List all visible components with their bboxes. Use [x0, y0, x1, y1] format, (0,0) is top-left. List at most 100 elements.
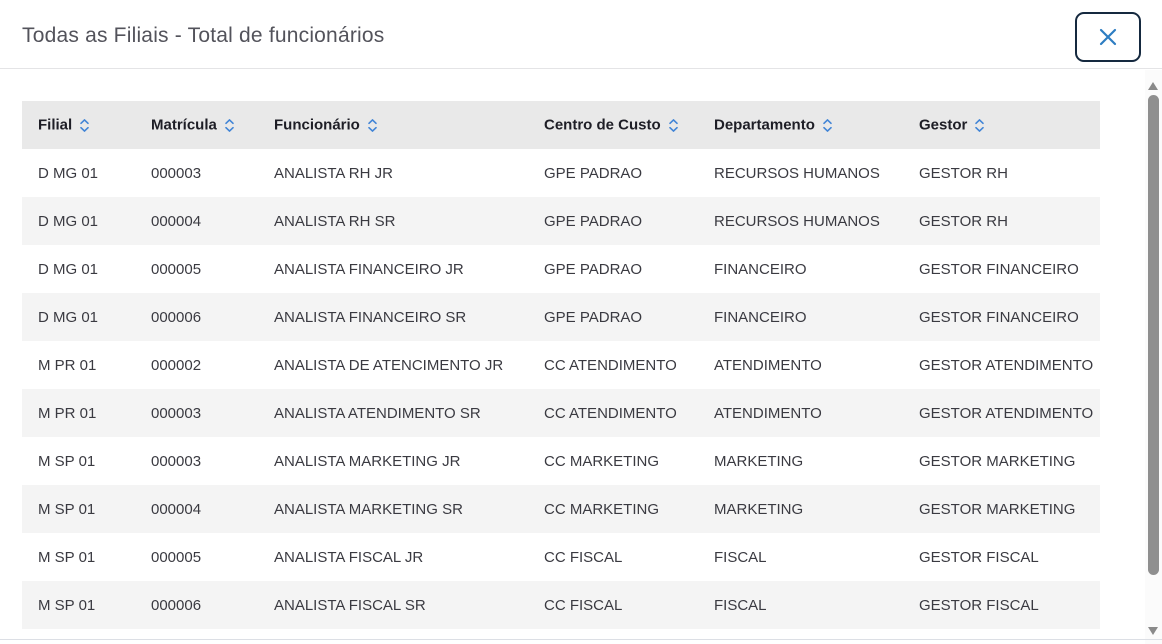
cell-gestor: GESTOR FISCAL — [919, 596, 1039, 614]
cell-matricula: 000003 — [151, 404, 202, 422]
modal-header: Todas as Filiais - Total de funcionários — [0, 0, 1162, 68]
cell-centro-de-custo: CC ATENDIMENTO — [544, 404, 677, 422]
scroll-up-arrow-icon[interactable] — [1148, 82, 1158, 90]
column-header-matricula[interactable]: Matrícula — [135, 101, 258, 149]
cell-centro-de-custo: CC MARKETING — [544, 452, 660, 470]
cell-matricula: 000003 — [151, 452, 202, 470]
scroll-down-arrow-icon[interactable] — [1148, 627, 1158, 635]
cell-filial: D MG 01 — [38, 164, 99, 182]
cell-matricula: 000004 — [151, 500, 202, 518]
table-scroll-area: Filial Matrícula Funcionário Centro de Cust… — [0, 69, 1145, 639]
table-row: D MG 01 000003 ANALISTA RH JR GPE PADRAO REC… — [22, 149, 1100, 197]
cell-gestor: GESTOR RH — [919, 212, 1008, 230]
table-row: M SP 01 000006 ANALISTA FISCAL SR CC FISCAL… — [22, 581, 1100, 629]
sort-icon — [975, 118, 985, 132]
cell-departamento: RECURSOS HUMANOS — [714, 212, 880, 230]
cell-gestor: GESTOR FINANCEIRO — [919, 308, 1079, 326]
column-label: Gestor — [919, 116, 968, 134]
table-header-row: Filial Matrícula Funcionário Centro de Cust… — [22, 101, 1100, 149]
cell-filial: M PR 01 — [38, 356, 97, 374]
cell-matricula: 000003 — [151, 164, 202, 182]
sort-icon — [80, 118, 89, 132]
cell-gestor: GESTOR MARKETING — [919, 500, 1076, 518]
table-row: D MG 01 000005 ANALISTA FINANCEIRO JR GPE P… — [22, 245, 1100, 293]
column-header-filial[interactable]: Filial — [22, 101, 135, 149]
cell-filial: M SP 01 — [38, 548, 96, 566]
cell-filial: M PR 01 — [38, 404, 97, 422]
cell-gestor: GESTOR FINANCEIRO — [919, 260, 1079, 278]
table-row: M SP 01 000004 ANALISTA MARKETING SR CC MAR… — [22, 485, 1100, 533]
cell-departamento: MARKETING — [714, 500, 804, 518]
column-label: Departamento — [714, 116, 815, 134]
cell-departamento: ATENDIMENTO — [714, 356, 822, 374]
column-label: Matrícula — [151, 116, 217, 134]
sort-icon — [823, 118, 832, 132]
column-header-funcionario[interactable]: Funcionário — [258, 101, 528, 149]
cell-gestor: GESTOR FISCAL — [919, 548, 1039, 566]
cell-gestor: GESTOR ATENDIMENTO — [919, 404, 1094, 422]
employees-table: Filial Matrícula Funcionário Centro de Cust… — [22, 101, 1100, 629]
table-row: M SP 01 000005 ANALISTA FISCAL JR CC FISCAL… — [22, 533, 1100, 581]
cell-matricula: 000005 — [151, 548, 202, 566]
column-label: Funcionário — [274, 116, 360, 134]
vertical-scrollbar[interactable] — [1145, 70, 1162, 644]
sort-icon — [668, 118, 678, 132]
cell-funcionario: ANALISTA FISCAL SR — [274, 596, 426, 614]
cell-departamento: FISCAL — [714, 596, 767, 614]
page-title: Todas as Filiais - Total de funcionários — [22, 24, 385, 47]
cell-matricula: 000006 — [151, 308, 202, 326]
sort-icon — [225, 118, 234, 132]
cell-filial: M SP 01 — [38, 452, 96, 470]
cell-centro-de-custo: CC MARKETING — [544, 500, 660, 518]
cell-matricula: 000004 — [151, 212, 202, 230]
cell-funcionario: ANALISTA RH JR — [274, 164, 393, 182]
cell-departamento: FINANCEIRO — [714, 260, 807, 278]
cell-funcionario: ANALISTA MARKETING JR — [274, 452, 461, 470]
cell-funcionario: ANALISTA ATENDIMENTO SR — [274, 404, 481, 422]
cell-funcionario: ANALISTA FINANCEIRO JR — [274, 260, 464, 278]
table-row: M SP 01 000003 ANALISTA MARKETING JR CC MAR… — [22, 437, 1100, 485]
cell-funcionario: ANALISTA FINANCEIRO SR — [274, 308, 467, 326]
table-row: M PR 01 000003 ANALISTA ATENDIMENTO SR CC A… — [22, 389, 1100, 437]
cell-filial: D MG 01 — [38, 260, 99, 278]
cell-matricula: 000002 — [151, 356, 202, 374]
column-label: Filial — [38, 116, 73, 134]
table-row: M PR 01 000002 ANALISTA DE ATENCIMENTO JR C… — [22, 341, 1100, 389]
cell-gestor: GESTOR MARKETING — [919, 452, 1076, 470]
cell-matricula: 000006 — [151, 596, 202, 614]
cell-centro-de-custo: CC FISCAL — [544, 548, 623, 566]
cell-centro-de-custo: CC FISCAL — [544, 596, 623, 614]
footer-divider — [0, 639, 1162, 640]
column-header-departamento[interactable]: Departamento — [698, 101, 903, 149]
column-label: Centro de Custo — [544, 116, 661, 134]
cell-gestor: GESTOR ATENDIMENTO — [919, 356, 1094, 374]
cell-centro-de-custo: GPE PADRAO — [544, 308, 643, 326]
cell-filial: M SP 01 — [38, 596, 96, 614]
cell-filial: D MG 01 — [38, 308, 99, 326]
cell-departamento: RECURSOS HUMANOS — [714, 164, 880, 182]
cell-departamento: FINANCEIRO — [714, 308, 807, 326]
sort-icon — [368, 118, 377, 132]
close-button[interactable] — [1075, 12, 1141, 62]
cell-centro-de-custo: CC ATENDIMENTO — [544, 356, 677, 374]
cell-departamento: MARKETING — [714, 452, 804, 470]
cell-funcionario: ANALISTA DE ATENCIMENTO JR — [274, 356, 504, 374]
column-header-gestor[interactable]: Gestor — [903, 101, 1100, 149]
column-header-centro-de-custo[interactable]: Centro de Custo — [528, 101, 698, 149]
scrollbar-thumb[interactable] — [1148, 95, 1159, 575]
cell-centro-de-custo: GPE PADRAO — [544, 164, 643, 182]
header-divider — [0, 68, 1162, 69]
cell-filial: D MG 01 — [38, 212, 99, 230]
cell-funcionario: ANALISTA RH SR — [274, 212, 396, 230]
table-row: D MG 01 000006 ANALISTA FINANCEIRO SR GPE P… — [22, 293, 1100, 341]
cell-matricula: 000005 — [151, 260, 202, 278]
cell-centro-de-custo: GPE PADRAO — [544, 212, 643, 230]
cell-departamento: FISCAL — [714, 548, 767, 566]
cell-centro-de-custo: GPE PADRAO — [544, 260, 643, 278]
cell-filial: M SP 01 — [38, 500, 96, 518]
close-icon — [1099, 28, 1117, 46]
table-row: D MG 01 000004 ANALISTA RH SR GPE PADRAO REC… — [22, 197, 1100, 245]
cell-gestor: GESTOR RH — [919, 164, 1008, 182]
cell-funcionario: ANALISTA FISCAL JR — [274, 548, 424, 566]
